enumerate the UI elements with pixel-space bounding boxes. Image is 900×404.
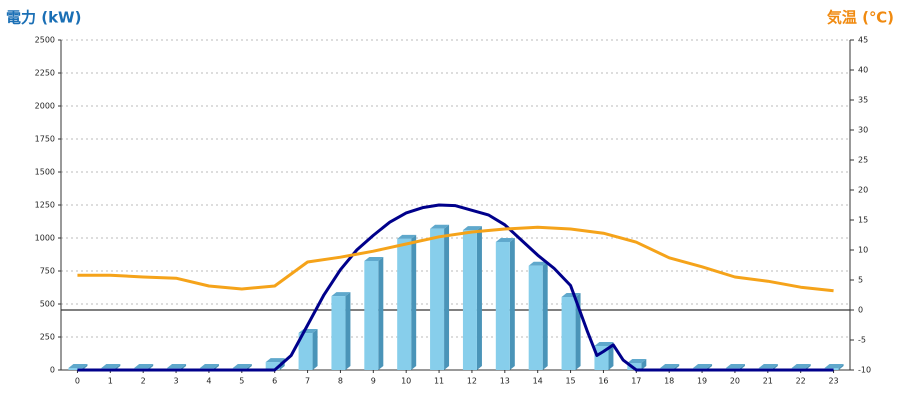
x-tick-label: 13 — [500, 377, 510, 386]
bar — [331, 296, 346, 370]
x-tick-label: 2 — [141, 377, 146, 386]
bar — [561, 297, 576, 370]
bar — [265, 362, 280, 370]
y-tick-label: 2000 — [35, 102, 55, 111]
x-tick-label: 0 — [75, 377, 80, 386]
y-tick-label: 1500 — [35, 168, 55, 177]
bar-top — [430, 224, 450, 229]
bar-top — [68, 364, 88, 369]
x-tick-label: 23 — [828, 377, 838, 386]
bar-top — [199, 364, 219, 369]
bar-side — [838, 364, 844, 370]
y2-tick-label: 10 — [858, 246, 868, 255]
y-tick-label: 1750 — [35, 135, 55, 144]
x-tick-label: 7 — [305, 377, 310, 386]
bar-top — [232, 364, 252, 369]
x-tick-label: 16 — [598, 377, 608, 386]
bar-top — [134, 364, 154, 369]
bar-top — [331, 292, 351, 297]
x-tick-label: 4 — [206, 377, 211, 386]
bar-top — [824, 364, 844, 369]
bar-top — [462, 226, 482, 231]
bar-top — [791, 364, 811, 369]
y2-tick-label: 30 — [858, 126, 868, 135]
y2-tick-label: 15 — [858, 216, 868, 225]
bar — [627, 363, 642, 370]
bar-side — [411, 234, 417, 370]
x-tick-label: 17 — [631, 377, 641, 386]
y-tick-label: 2250 — [35, 69, 55, 78]
y-tick-label: 1250 — [35, 201, 55, 210]
bar-top — [364, 256, 384, 261]
x-tick-label: 8 — [338, 377, 343, 386]
bar-top — [627, 359, 647, 364]
bar-top — [660, 364, 680, 369]
x-tick-label: 19 — [697, 377, 707, 386]
x-tick-label: 6 — [272, 377, 277, 386]
y2-tick-label: 5 — [858, 276, 863, 285]
bar-side — [378, 256, 384, 370]
y2-tick-label: 0 — [858, 306, 863, 315]
bar-top — [758, 364, 778, 369]
x-tick-label: 22 — [796, 377, 806, 386]
x-tick-label: 21 — [763, 377, 773, 386]
y-axis-title: 電力 (kW) — [6, 9, 81, 27]
bar — [430, 228, 445, 370]
x-tick-label: 18 — [664, 377, 674, 386]
bar — [528, 265, 543, 370]
bar — [397, 238, 412, 370]
y-tick-label: 250 — [40, 333, 55, 342]
x-tick-label: 20 — [730, 377, 740, 386]
bar-top — [495, 237, 515, 242]
y2-tick-label: 35 — [858, 96, 868, 105]
x-tick-label: 5 — [239, 377, 244, 386]
bar-side — [542, 261, 548, 370]
bar-side — [476, 226, 482, 370]
x-tick-label: 14 — [533, 377, 543, 386]
bar-top — [594, 341, 614, 346]
y-tick-label: 1000 — [35, 234, 55, 243]
x-tick-label: 1 — [108, 377, 113, 386]
y2-tick-label: -10 — [858, 366, 871, 375]
bar-side — [444, 224, 450, 370]
bar-top — [167, 364, 187, 369]
y2-tick-label: -5 — [858, 336, 866, 345]
bar-top — [528, 261, 548, 266]
bar-side — [312, 329, 318, 370]
y-tick-label: 2500 — [35, 36, 55, 45]
y-tick-label: 500 — [40, 300, 55, 309]
bar-side — [509, 237, 515, 370]
x-tick-label: 11 — [434, 377, 444, 386]
bar — [495, 241, 510, 370]
y-tick-label: 750 — [40, 267, 55, 276]
bar — [364, 260, 379, 370]
line — [77, 203, 834, 372]
y2-tick-label: 40 — [858, 66, 868, 75]
y2-tick-label: 20 — [858, 186, 868, 195]
y2-tick-label: 25 — [858, 156, 868, 165]
x-tick-label: 10 — [401, 377, 411, 386]
x-tick-label: 3 — [174, 377, 179, 386]
y2-tick-label: 45 — [858, 36, 868, 45]
bar-top — [265, 358, 285, 363]
bar-top — [693, 364, 713, 369]
bar-side — [345, 292, 351, 370]
bar-top — [397, 234, 417, 239]
bar-side — [641, 359, 647, 370]
x-tick-label: 15 — [565, 377, 575, 386]
bar-top — [725, 364, 745, 369]
y2-axis-title: 気温 (℃) — [827, 9, 894, 27]
x-tick-label: 12 — [467, 377, 477, 386]
y-tick-label: 0 — [50, 366, 55, 375]
line — [77, 225, 834, 293]
bar — [462, 230, 477, 370]
bar — [298, 333, 313, 370]
x-tick-label: 9 — [371, 377, 376, 386]
bar — [68, 368, 83, 370]
bar-top — [101, 364, 121, 369]
